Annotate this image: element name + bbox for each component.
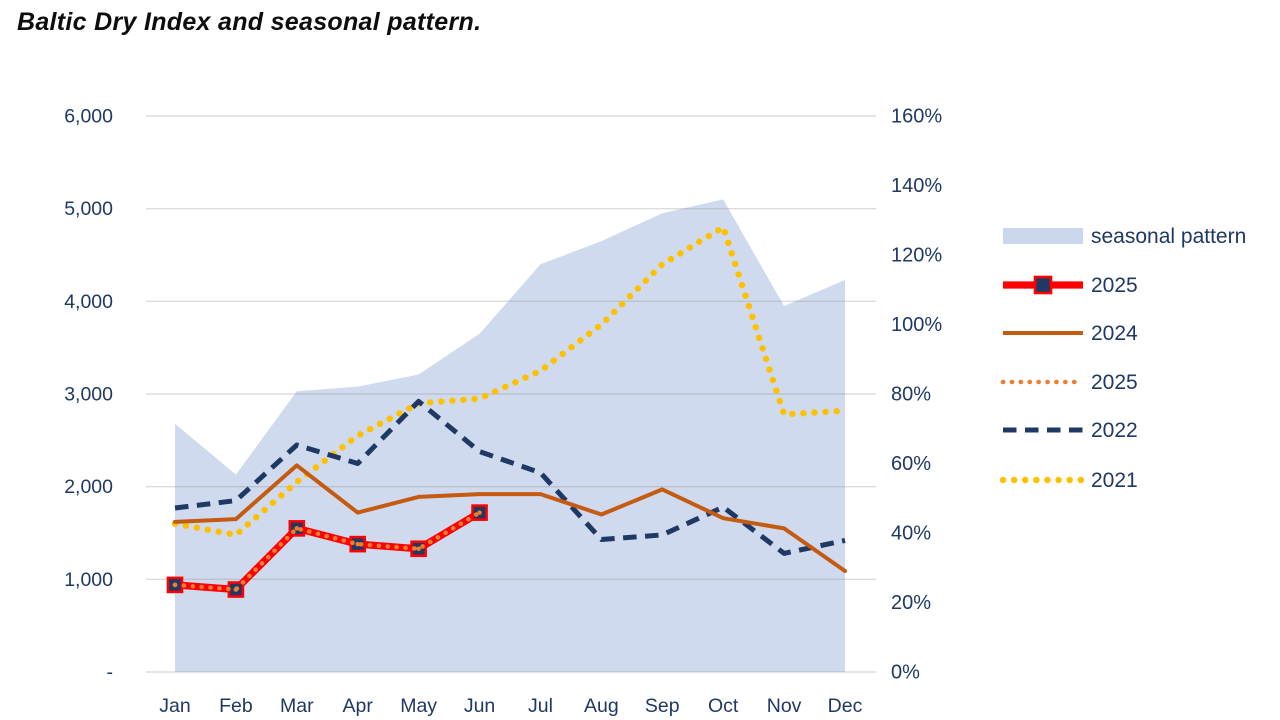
marker-dot-2025 xyxy=(294,526,300,531)
right-axis-tick: 20% xyxy=(891,592,931,614)
left-axis-tick: 1,000 xyxy=(64,569,113,591)
legend-item-seasonal-pattern-0: seasonal pattern xyxy=(1003,225,1246,248)
series-2025-markers xyxy=(166,504,488,598)
month-axis-labels: Jan Feb Mar Apr May Jun Jul Aug Sep Oct Nov Dec xyxy=(159,695,862,717)
legend-label: seasonal pattern xyxy=(1091,225,1246,248)
right-axis-tick: 100% xyxy=(891,314,942,336)
left-axis-tick: 2,000 xyxy=(64,476,113,498)
legend: seasonal pattern 2025 2024 2025 2022 2021 xyxy=(999,225,1246,492)
month-label: Aug xyxy=(584,695,619,717)
legend-item-2021-5: 2021 xyxy=(999,469,1138,492)
month-label: Sep xyxy=(645,695,680,717)
legend-label: 2025 xyxy=(1091,371,1138,394)
right-axis-tick: 140% xyxy=(891,175,942,197)
chart-title: Baltic Dry Index and seasonal pattern. xyxy=(17,8,482,36)
right-axis-tick: 40% xyxy=(891,523,931,545)
month-label: Mar xyxy=(280,695,314,717)
series-2022-dashed-line xyxy=(174,398,846,556)
right-axis-tick: 0% xyxy=(891,662,920,684)
left-axis-tick: 5,000 xyxy=(64,198,113,220)
legend-item-2022-4: 2022 xyxy=(1003,419,1138,442)
right-axis-tick: 120% xyxy=(891,245,942,267)
legend-item-2025-1: 2025 xyxy=(1003,274,1138,297)
legend-item-2025-3: 2025 xyxy=(1000,371,1138,394)
right-axis-tick: 60% xyxy=(891,453,931,475)
legend-label: 2025 xyxy=(1091,274,1138,297)
seasonal-pattern-area xyxy=(175,199,845,672)
legend-label: 2022 xyxy=(1091,419,1138,442)
left-axis-tick: 4,000 xyxy=(64,291,113,313)
month-label: Apr xyxy=(343,695,374,717)
series-2025-dotted-line xyxy=(172,510,482,592)
legend-swatch-area xyxy=(1003,228,1083,244)
legend-swatch-2025-marker xyxy=(1033,275,1053,295)
right-axis-tick: 80% xyxy=(891,384,931,406)
month-label: Jun xyxy=(464,695,495,717)
month-label: Nov xyxy=(767,695,802,717)
month-label: Oct xyxy=(708,695,739,717)
month-label: Feb xyxy=(219,695,253,717)
gridlines xyxy=(146,115,876,673)
month-label: Jul xyxy=(528,695,553,717)
legend-item-2024-2: 2024 xyxy=(1003,322,1138,345)
legend-label: 2021 xyxy=(1091,469,1138,492)
month-label: May xyxy=(400,695,437,717)
left-axis-tick: 3,000 xyxy=(64,384,113,406)
marker-dot-2025 xyxy=(355,541,361,547)
month-label: Jan xyxy=(159,695,190,717)
legend-label: 2024 xyxy=(1091,322,1138,345)
right-axis-tick: 160% xyxy=(891,106,942,128)
marker-dot-2025 xyxy=(416,546,421,552)
left-axis-tick: 6,000 xyxy=(64,106,113,128)
marker-dot-2025 xyxy=(477,510,482,515)
left-axis-labels: 6,000 5,000 4,000 3,000 2,000 1,000 - xyxy=(64,106,113,684)
left-axis-tick: - xyxy=(107,662,114,684)
series-2024-line xyxy=(173,463,847,573)
month-label: Dec xyxy=(828,695,863,717)
right-axis-labels: 160% 140% 120% 100% 80% 60% 40% 20% 0% xyxy=(891,106,942,684)
